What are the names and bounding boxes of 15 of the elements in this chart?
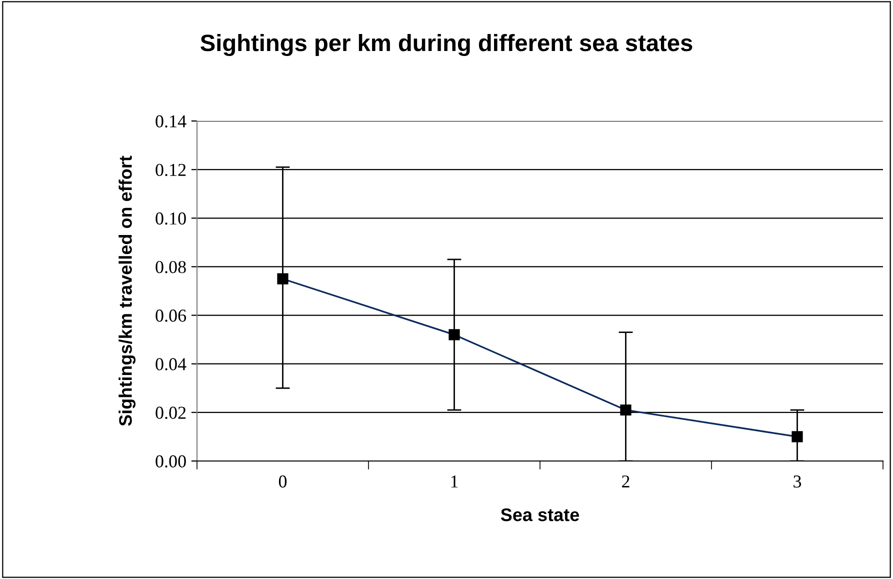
y-tick-label: 0.14 xyxy=(156,115,186,128)
y-axis-title: Sightings/km travelled on effort xyxy=(118,156,136,426)
y-tick-label: 0.06 xyxy=(156,310,186,322)
x-axis-title: Sea state xyxy=(500,508,580,522)
y-tick-label: 0.00 xyxy=(156,455,186,468)
x-tick-label: 3 xyxy=(794,475,802,488)
y-tick-label: 0.10 xyxy=(156,212,186,225)
chart-title: Sightings per km during different sea states xyxy=(200,34,692,56)
y-tick-label: 0.08 xyxy=(156,260,186,274)
x-tick-label: 0 xyxy=(278,475,287,488)
y-tick-label: 0.12 xyxy=(156,164,186,176)
y-tick-label: 0.04 xyxy=(156,358,186,370)
x-tick-label: 1 xyxy=(451,476,458,488)
y-tick-label: 0.02 xyxy=(156,406,186,419)
x-tick-label: 2 xyxy=(622,475,630,488)
